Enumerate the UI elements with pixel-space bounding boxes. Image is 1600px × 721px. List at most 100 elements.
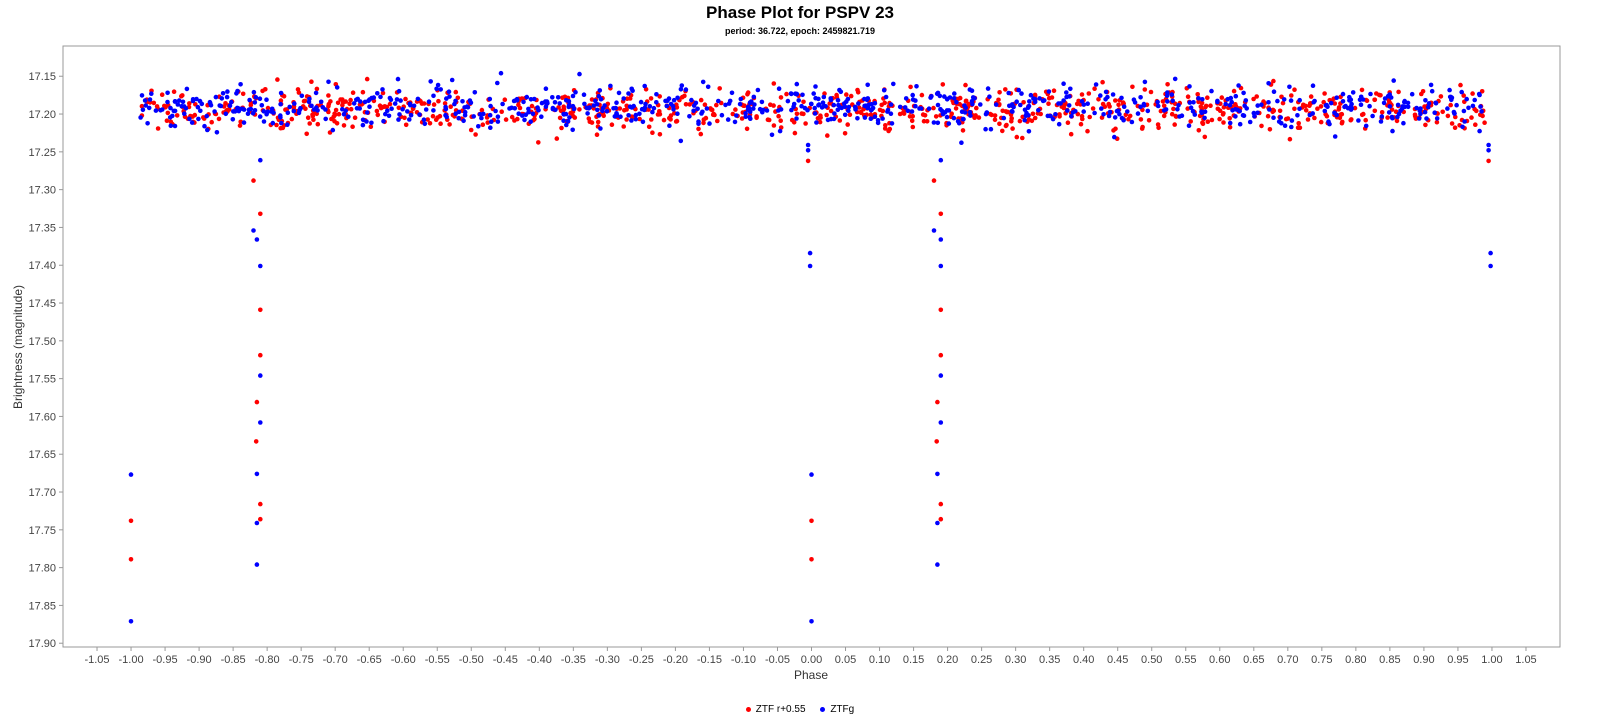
data-point	[350, 90, 356, 95]
data-point	[468, 100, 474, 105]
data-point	[905, 108, 911, 114]
data-point	[419, 101, 425, 106]
data-point	[1247, 119, 1253, 125]
data-point	[577, 71, 582, 77]
data-point	[357, 106, 363, 111]
data-point	[1188, 105, 1194, 110]
data-point	[1185, 94, 1191, 99]
data-point	[813, 84, 818, 89]
data-point	[296, 90, 302, 95]
data-point	[671, 97, 677, 103]
data-point	[696, 119, 701, 124]
data-point	[1271, 78, 1276, 84]
data-point	[357, 99, 363, 104]
x-tick-label: -0.25	[629, 654, 654, 666]
data-point	[836, 102, 841, 108]
data-point	[291, 105, 297, 110]
data-point	[951, 96, 957, 101]
data-point	[261, 109, 267, 114]
data-point	[1165, 90, 1170, 95]
data-point	[891, 81, 896, 87]
data-point	[1138, 104, 1143, 110]
data-point	[340, 106, 345, 112]
data-point	[1223, 101, 1228, 107]
x-tick-label: 0.25	[971, 654, 992, 666]
data-point	[909, 118, 915, 124]
data-point	[251, 178, 256, 183]
data-point	[796, 98, 801, 103]
data-point	[1106, 113, 1112, 119]
data-point	[408, 102, 413, 108]
data-point	[1020, 135, 1025, 141]
data-point	[254, 562, 260, 567]
data-point	[187, 116, 192, 122]
data-point	[146, 105, 152, 111]
data-point	[1017, 118, 1023, 124]
data-point	[423, 107, 429, 112]
y-axis: 17.15 17.20 17.25 17.30 17.35 17.40 17.45 17.50…	[28, 71, 63, 650]
data-point	[1028, 92, 1034, 98]
data-point	[817, 119, 823, 125]
data-point	[381, 118, 386, 124]
data-point	[1155, 99, 1160, 105]
data-point	[825, 117, 831, 123]
x-tick-label: -0.15	[697, 654, 722, 666]
data-point	[696, 126, 701, 132]
data-point	[1200, 97, 1205, 102]
data-point	[1324, 102, 1329, 108]
data-point	[171, 108, 177, 114]
data-point	[487, 96, 493, 102]
data-point	[1312, 115, 1317, 121]
data-point	[805, 158, 811, 164]
data-point	[1233, 93, 1239, 99]
data-point	[1395, 102, 1401, 108]
data-point	[1308, 94, 1314, 99]
data-point	[1282, 123, 1288, 128]
data-point	[313, 90, 319, 96]
data-point	[828, 108, 834, 114]
data-point	[913, 103, 918, 109]
data-point	[1372, 97, 1378, 102]
data-point	[637, 111, 642, 117]
data-point	[699, 111, 704, 116]
data-point	[198, 108, 203, 114]
data-point	[347, 101, 352, 107]
data-point	[431, 102, 437, 107]
data-point	[275, 77, 280, 82]
data-point	[1461, 108, 1467, 114]
data-point	[264, 97, 269, 102]
data-point	[1241, 90, 1246, 96]
data-point	[487, 112, 493, 118]
data-point	[1215, 99, 1220, 105]
data-point	[1237, 121, 1243, 127]
data-point	[448, 104, 454, 109]
data-point	[1078, 121, 1084, 127]
x-tick-label: -0.85	[221, 654, 246, 666]
data-point	[1171, 106, 1176, 112]
data-point	[304, 131, 310, 137]
data-point	[446, 89, 452, 94]
data-point	[754, 114, 759, 119]
data-point	[842, 131, 848, 136]
data-point	[987, 94, 992, 99]
data-point	[872, 114, 878, 119]
data-point	[1486, 142, 1491, 148]
data-point	[1287, 84, 1292, 90]
data-point	[985, 86, 991, 91]
data-point	[1386, 110, 1392, 115]
x-tick-label: -0.35	[561, 654, 586, 666]
data-point	[789, 117, 795, 123]
data-point	[456, 115, 462, 121]
data-point	[238, 82, 243, 87]
data-point	[1081, 109, 1086, 114]
data-point	[187, 101, 192, 106]
data-point	[1418, 106, 1423, 111]
data-point	[910, 124, 916, 130]
data-point	[285, 110, 291, 116]
data-point	[1040, 98, 1046, 104]
data-point	[794, 116, 799, 121]
data-point	[1267, 127, 1273, 132]
data-point	[914, 84, 919, 89]
data-point	[1112, 115, 1118, 120]
data-point	[1032, 99, 1038, 105]
